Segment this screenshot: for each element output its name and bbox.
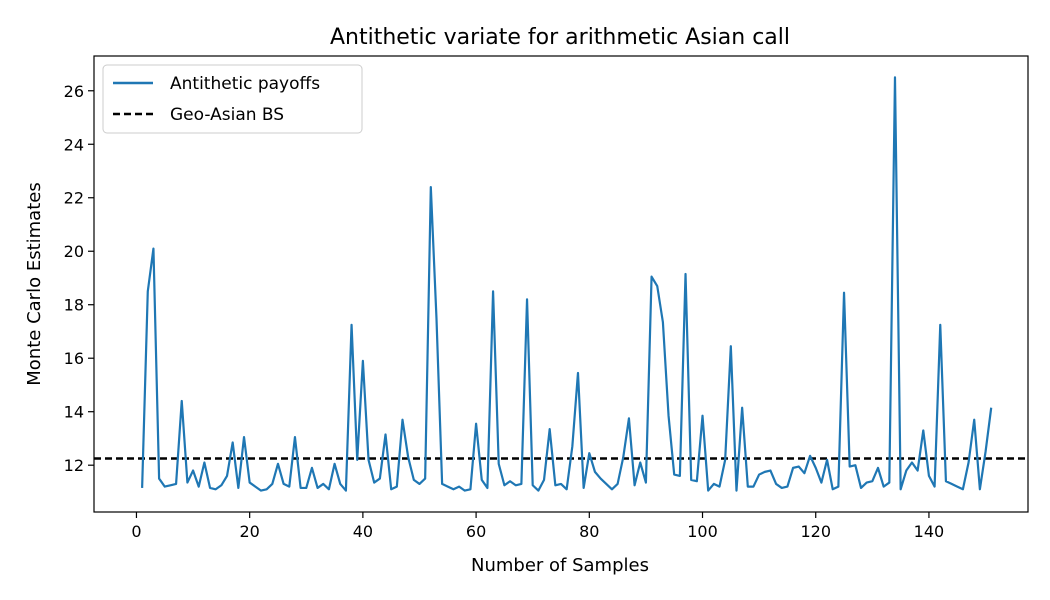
x-tick-label: 80 <box>579 522 599 541</box>
x-axis-title: Number of Samples <box>471 555 649 576</box>
y-tick-label: 26 <box>64 82 84 101</box>
y-axis-title: Monte Carlo Estimates <box>24 182 45 385</box>
y-tick-label: 12 <box>64 456 84 475</box>
x-tick-label: 100 <box>687 522 718 541</box>
x-tick-label: 0 <box>131 522 141 541</box>
plot-frame <box>93 55 1029 513</box>
chart-title: Antithetic variate for arithmetic Asian … <box>330 25 790 50</box>
y-tick-label: 14 <box>64 403 84 422</box>
legend-box <box>102 64 363 134</box>
y-tick-label: 16 <box>64 349 84 368</box>
x-tick-label: 120 <box>800 522 831 541</box>
y-tick-label: 24 <box>64 135 84 154</box>
series-antithetic-payoffs-line <box>141 76 993 492</box>
y-axis: 12 14 16 18 20 22 24 26 <box>64 82 94 475</box>
x-tick-label: 40 <box>353 522 373 541</box>
x-axis: 0 20 40 60 80 100 120 140 <box>131 512 944 541</box>
legend-label-geo-asian-bs: Geo-Asian BS <box>170 105 284 125</box>
legend-label-antithetic-payoffs: Antithetic payoffs <box>170 74 320 94</box>
x-tick-label: 140 <box>914 522 945 541</box>
x-tick-label: 60 <box>466 522 486 541</box>
legend: Antithetic payoffs Geo-Asian BS <box>102 64 363 134</box>
y-tick-label: 22 <box>64 189 84 208</box>
y-tick-label: 18 <box>64 296 84 315</box>
y-tick-label: 20 <box>64 242 84 261</box>
plot-area <box>93 55 1029 513</box>
x-tick-label: 20 <box>239 522 259 541</box>
